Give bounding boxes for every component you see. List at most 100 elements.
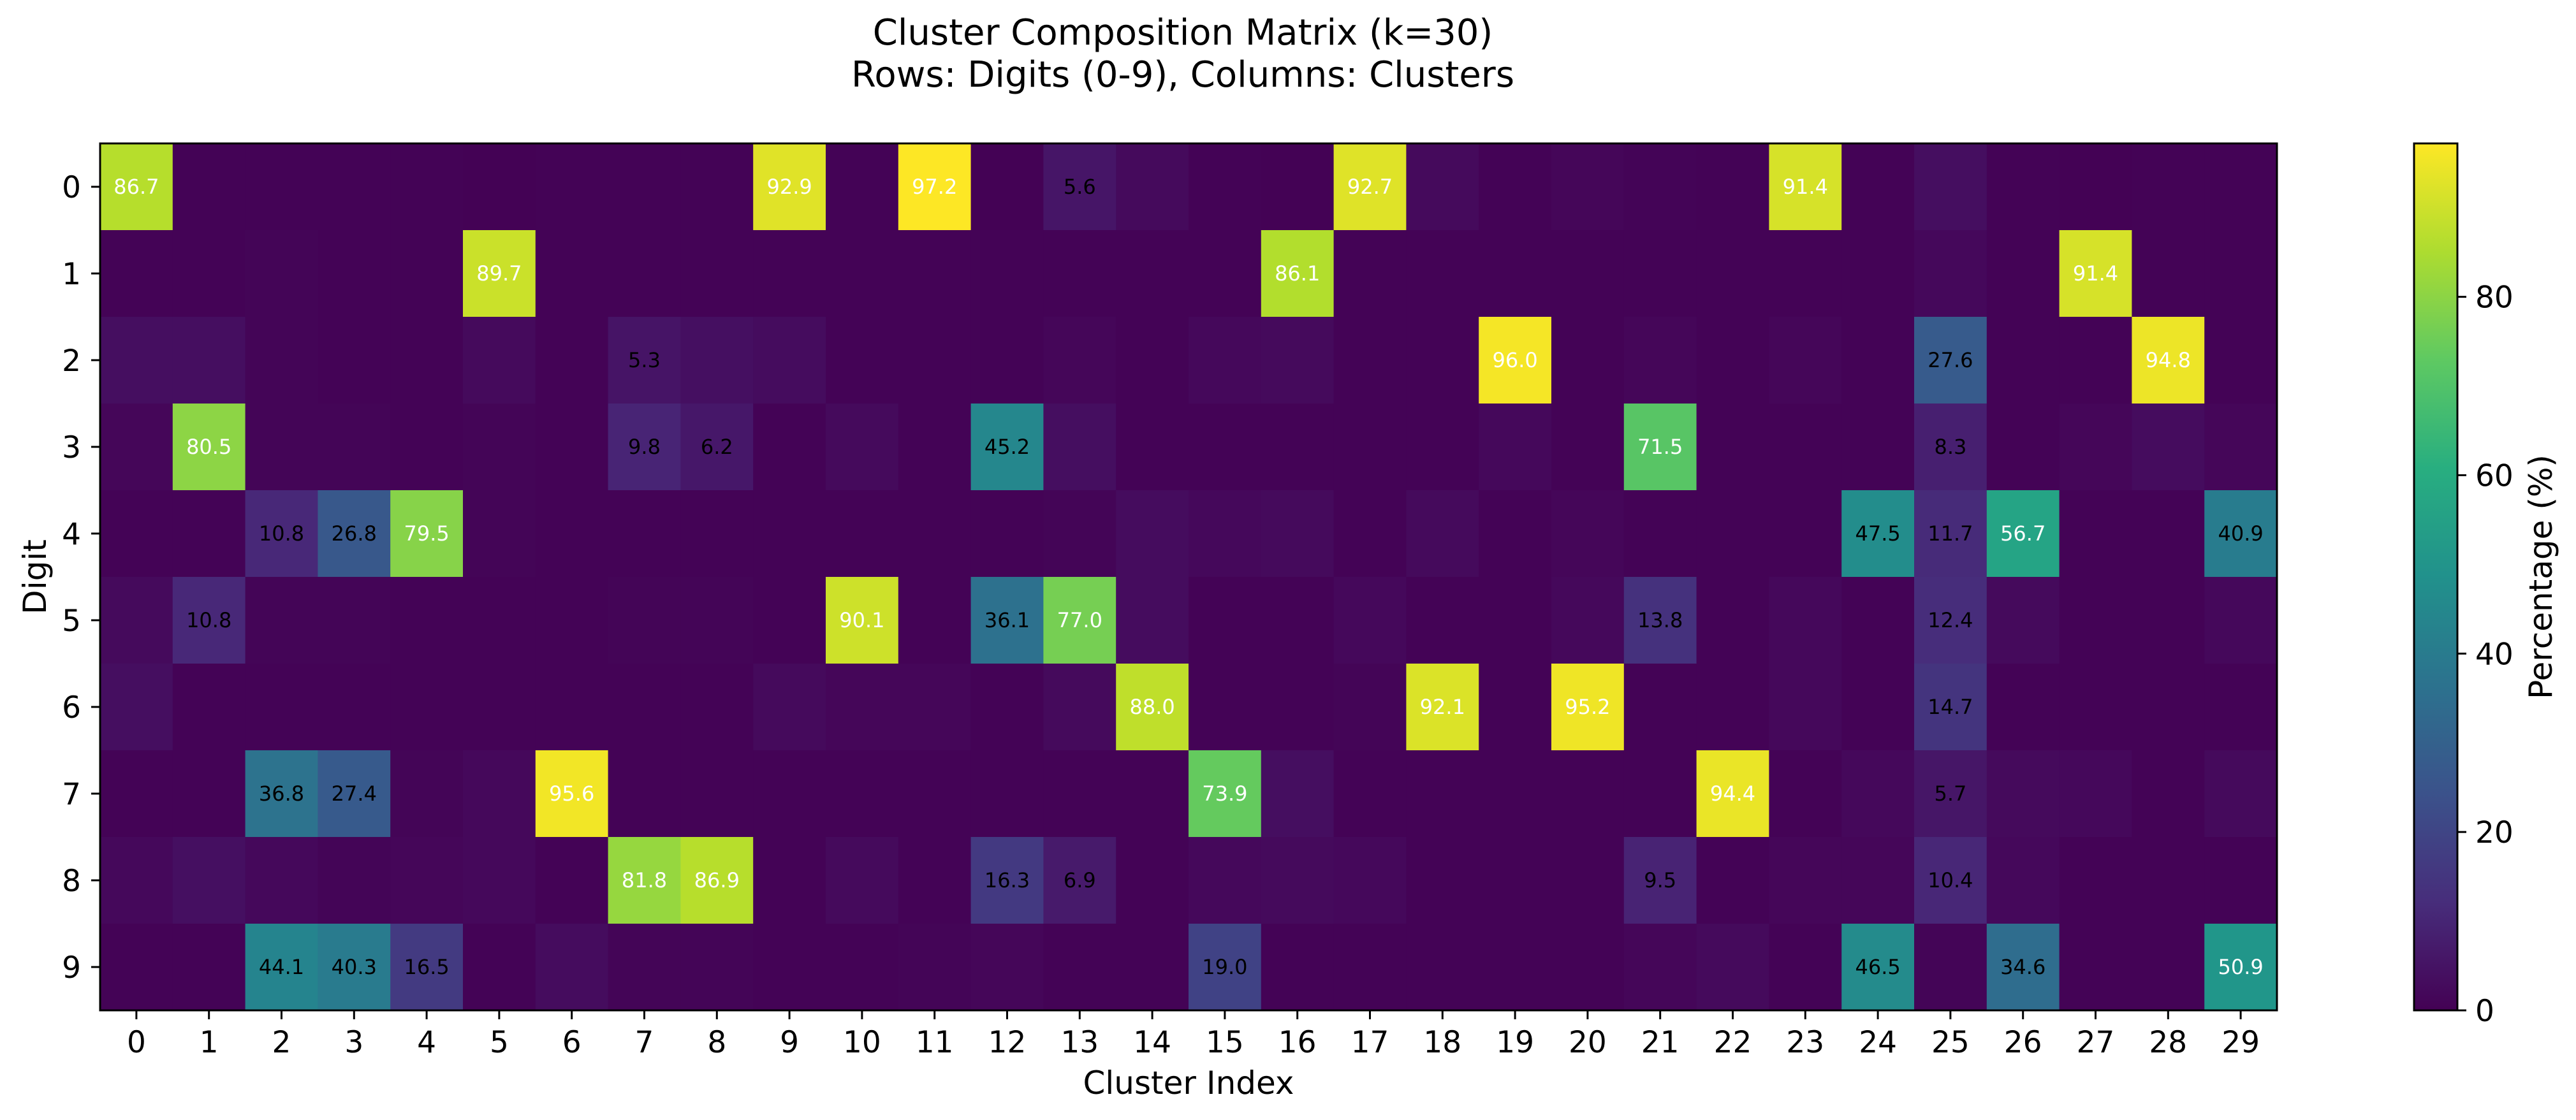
heatmap-cell: [1769, 750, 1842, 838]
heatmap-cell: [1116, 577, 1189, 664]
heatmap-cell: [898, 577, 972, 664]
heatmap-cell: [245, 404, 318, 491]
heatmap-cell: [318, 230, 391, 317]
heatmap-cell: [535, 230, 609, 317]
heatmap-cell: [1769, 317, 1842, 404]
heatmap-cell: [608, 577, 681, 664]
heatmap-cell: [1551, 490, 1625, 578]
heatmap-cell: [970, 837, 1044, 924]
cell-value-label: 11.7: [1928, 521, 1973, 546]
heatmap-cell: [1623, 837, 1697, 924]
heatmap-cell: [245, 750, 318, 838]
heatmap-cell: [1769, 664, 1842, 751]
heatmap-cell: [1551, 404, 1625, 491]
heatmap-cell: [2059, 143, 2132, 231]
heatmap-cell: [172, 924, 246, 1011]
heatmap-cell: [1406, 577, 1479, 664]
heatmap-cell: [680, 664, 754, 751]
heatmap-cell: [390, 143, 464, 231]
heatmap-cell: [172, 317, 246, 404]
heatmap-cell: [1696, 750, 1769, 838]
heatmap-cell: [172, 404, 246, 491]
heatmap-cell: [680, 924, 754, 1011]
colorbar: [2413, 142, 2459, 1012]
heatmap-cell: [535, 664, 609, 751]
heatmap-cell: [2132, 750, 2205, 838]
heatmap-cell: [100, 577, 173, 664]
heatmap-cell: [1116, 490, 1189, 578]
heatmap-cell: [1986, 143, 2060, 231]
cell-value-label: 27.6: [1928, 348, 1973, 372]
heatmap-cell: [680, 490, 754, 578]
heatmap-cell: [463, 230, 536, 317]
heatmap-cell: [1551, 664, 1625, 751]
x-tick-label: 15: [1206, 1025, 1244, 1060]
heatmap-cell: [1261, 577, 1335, 664]
heatmap-cell: [970, 924, 1044, 1011]
heatmap-cell: [1623, 664, 1697, 751]
cell-value-label: 71.5: [1637, 435, 1683, 459]
heatmap-cell: [1333, 317, 1407, 404]
heatmap-cell: [1841, 664, 1915, 751]
heatmap-cell: [2059, 230, 2132, 317]
heatmap-cell: [1841, 577, 1915, 664]
heatmap-cell: [826, 577, 899, 664]
x-tick-label: 5: [490, 1025, 509, 1060]
heatmap-cell: [970, 664, 1044, 751]
colorbar-tick-label: 60: [2475, 458, 2514, 493]
cell-value-label: 5.3: [628, 348, 661, 372]
heatmap-cell: [970, 404, 1044, 491]
heatmap-cell: [100, 750, 173, 838]
cell-value-label: 47.5: [1855, 521, 1900, 546]
cell-value-label: 14.7: [1928, 695, 1973, 719]
y-tick-label: 9: [62, 950, 81, 985]
heatmap-cell: [245, 143, 318, 231]
heatmap-cell: [608, 317, 681, 404]
heatmap-cell: [1479, 317, 1552, 404]
x-tick-label: 14: [1133, 1025, 1171, 1060]
heatmap-cell: [390, 664, 464, 751]
heatmap-cell: [318, 924, 391, 1011]
heatmap-cell: [608, 837, 681, 924]
heatmap-cell-labels: 86.7 92.9 97.2 5.6 92.7 91.4 89.7 86.1 91.4 5.3 96…: [113, 175, 2263, 979]
heatmap-cell: [1696, 577, 1769, 664]
heatmap-cell: [1551, 143, 1625, 231]
cell-value-label: 34.6: [2000, 955, 2045, 979]
x-tick-label: 3: [344, 1025, 363, 1060]
heatmap-cell: [1696, 837, 1769, 924]
heatmap-cell: [390, 404, 464, 491]
cell-value-label: 46.5: [1855, 955, 1900, 979]
heatmap-cell: [1551, 230, 1625, 317]
cell-value-label: 44.1: [259, 955, 304, 979]
heatmap-cell: [2204, 404, 2278, 491]
heatmap-cell: [1841, 750, 1915, 838]
cell-value-label: 6.2: [701, 435, 733, 459]
heatmap-cell: [1189, 317, 1262, 404]
heatmap-cell: [1043, 143, 1116, 231]
heatmap-cell: [1841, 143, 1915, 231]
heatmap-cell: [1261, 143, 1335, 231]
heatmap-cell: [2059, 750, 2132, 838]
cell-value-label: 8.3: [1934, 435, 1966, 459]
heatmap-cell: [1914, 143, 1987, 231]
cell-value-label: 86.1: [1275, 261, 1320, 286]
heatmap-cell: [1696, 924, 1769, 1011]
heatmap-cell: [1043, 404, 1116, 491]
heatmap-cell: [2132, 143, 2205, 231]
heatmap-cell: [1333, 664, 1407, 751]
heatmap-cell: [608, 143, 681, 231]
heatmap-cell: [826, 143, 899, 231]
heatmap-cell: [390, 577, 464, 664]
heatmap-cell: [1623, 490, 1697, 578]
heatmap-cell: [535, 143, 609, 231]
heatmap-cell: [245, 230, 318, 317]
heatmap-cell: [390, 317, 464, 404]
heatmap-cell: [1189, 404, 1262, 491]
heatmap-cell: [680, 404, 754, 491]
heatmap-cell: [1696, 404, 1769, 491]
cell-value-label: 95.2: [1565, 695, 1610, 719]
heatmap-cell: [826, 404, 899, 491]
heatmap-cell: [100, 490, 173, 578]
heatmap-cell: [1841, 924, 1915, 1011]
heatmap-cell: [318, 143, 391, 231]
